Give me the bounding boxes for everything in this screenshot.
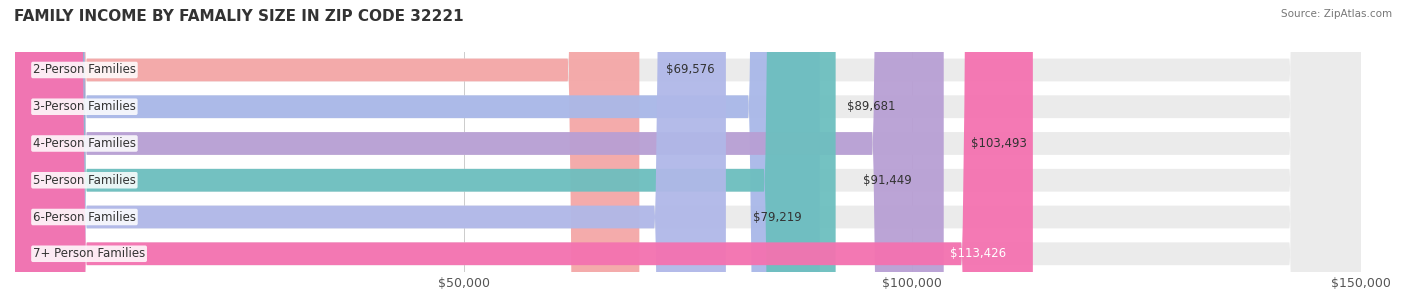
Text: $103,493: $103,493: [970, 137, 1026, 150]
Text: 3-Person Families: 3-Person Families: [32, 100, 136, 113]
FancyBboxPatch shape: [15, 0, 943, 305]
Text: 6-Person Families: 6-Person Families: [32, 210, 136, 224]
FancyBboxPatch shape: [15, 0, 725, 305]
Text: $89,681: $89,681: [846, 100, 896, 113]
Text: FAMILY INCOME BY FAMALIY SIZE IN ZIP CODE 32221: FAMILY INCOME BY FAMALIY SIZE IN ZIP COD…: [14, 9, 464, 24]
Text: $69,576: $69,576: [666, 63, 714, 77]
Text: Source: ZipAtlas.com: Source: ZipAtlas.com: [1281, 9, 1392, 19]
Text: $113,426: $113,426: [950, 247, 1005, 260]
FancyBboxPatch shape: [15, 0, 1361, 305]
FancyBboxPatch shape: [15, 0, 820, 305]
FancyBboxPatch shape: [15, 0, 1361, 305]
FancyBboxPatch shape: [15, 0, 835, 305]
Text: 5-Person Families: 5-Person Families: [32, 174, 136, 187]
Text: 7+ Person Families: 7+ Person Families: [32, 247, 145, 260]
FancyBboxPatch shape: [15, 0, 1033, 305]
FancyBboxPatch shape: [15, 0, 1361, 305]
Text: $79,219: $79,219: [752, 210, 801, 224]
Text: 2-Person Families: 2-Person Families: [32, 63, 136, 77]
FancyBboxPatch shape: [15, 0, 640, 305]
FancyBboxPatch shape: [15, 0, 1361, 305]
Text: 4-Person Families: 4-Person Families: [32, 137, 136, 150]
FancyBboxPatch shape: [15, 0, 1361, 305]
Text: $91,449: $91,449: [862, 174, 911, 187]
FancyBboxPatch shape: [15, 0, 1361, 305]
